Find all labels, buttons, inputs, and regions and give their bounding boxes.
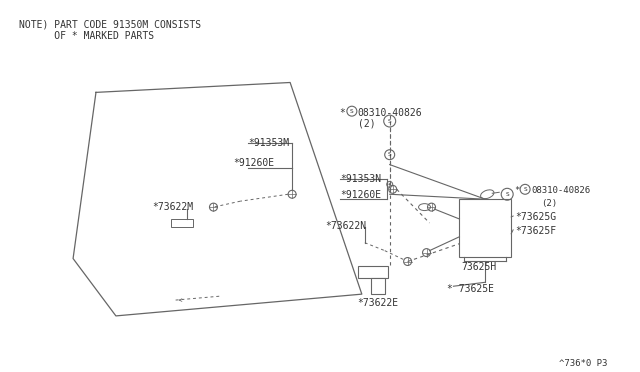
- Text: *: *: [515, 186, 526, 195]
- Text: S: S: [524, 187, 527, 192]
- Text: S: S: [350, 109, 354, 114]
- Text: NOTE) PART CODE 91350M CONSISTS: NOTE) PART CODE 91350M CONSISTS: [19, 19, 202, 29]
- Text: *: *: [340, 108, 351, 118]
- Text: *91353N: *91353N: [340, 174, 381, 185]
- FancyBboxPatch shape: [460, 199, 511, 257]
- Text: *73622N: *73622N: [325, 221, 366, 231]
- Text: 08310-40826: 08310-40826: [358, 108, 422, 118]
- Text: ^736*0 P3: ^736*0 P3: [559, 359, 607, 368]
- Text: *73622E: *73622E: [357, 298, 398, 308]
- Text: OF * MARKED PARTS: OF * MARKED PARTS: [19, 31, 154, 41]
- Circle shape: [388, 183, 391, 186]
- FancyBboxPatch shape: [371, 278, 385, 294]
- FancyBboxPatch shape: [171, 219, 193, 227]
- Text: *73625G: *73625G: [515, 212, 556, 222]
- Text: 73625H: 73625H: [461, 262, 497, 272]
- Text: *91260E: *91260E: [234, 158, 275, 168]
- Text: (2): (2): [541, 199, 557, 208]
- Text: S: S: [506, 192, 509, 197]
- Text: 08310-40826: 08310-40826: [531, 186, 590, 195]
- Text: S: S: [388, 119, 392, 124]
- Text: *73622M: *73622M: [153, 202, 194, 212]
- Text: *91260E: *91260E: [340, 190, 381, 200]
- Text: S: S: [388, 152, 392, 157]
- Text: *91353M: *91353M: [248, 138, 289, 148]
- Text: * 73625E: * 73625E: [447, 284, 495, 294]
- Text: *73625F: *73625F: [515, 226, 556, 236]
- FancyBboxPatch shape: [358, 266, 388, 278]
- Text: (2): (2): [358, 118, 376, 128]
